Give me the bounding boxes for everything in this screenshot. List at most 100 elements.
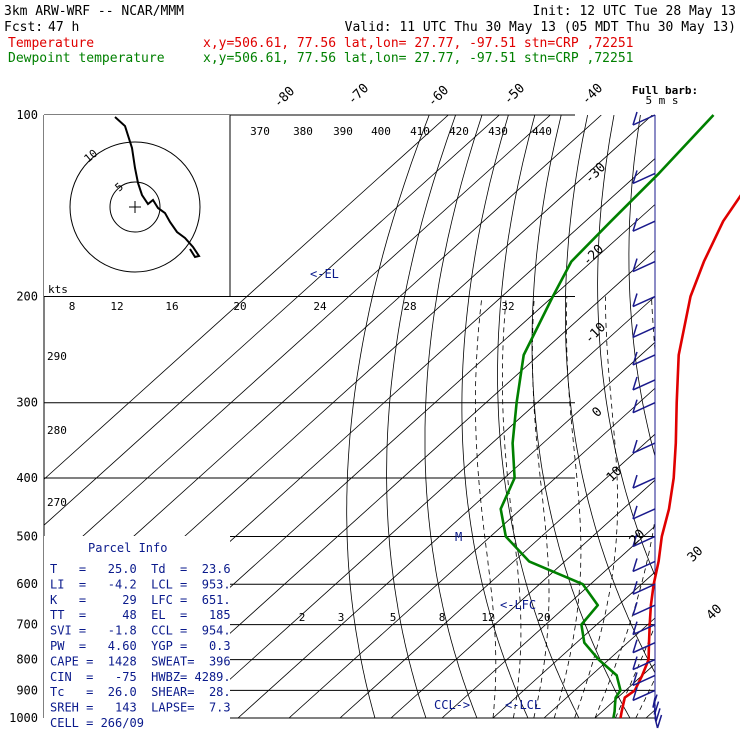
temperature-tick-label: 30 xyxy=(685,544,707,566)
theta-label: 430 xyxy=(488,125,508,138)
speed-label: 32 xyxy=(501,300,514,313)
parcel-info-panel: Parcel Info T = 25.0 Td = 23.6LI = -4.2 … xyxy=(44,536,231,730)
wind-barb xyxy=(654,717,659,729)
parcel-row: CIN = -75 HWBZ= 4289. xyxy=(50,670,231,684)
parcel-title: Parcel Info xyxy=(88,541,167,555)
temperature-tick-label: -30 xyxy=(582,160,609,187)
wind-barb xyxy=(632,295,656,308)
mixing-ratio-label: 8 xyxy=(439,611,446,624)
theta-left-label: 270 xyxy=(47,496,67,509)
pressure-tick-label: 700 xyxy=(16,618,38,632)
wind-barb xyxy=(632,260,656,273)
temperature-tick-label: -20 xyxy=(580,242,607,269)
speed-label: 20 xyxy=(233,300,246,313)
mixing-ratio-label: 20 xyxy=(537,611,550,624)
temperature-tick-label: -70 xyxy=(345,81,372,108)
mixing-ratio-label: 12 xyxy=(481,611,494,624)
temperature-tick-label: -60 xyxy=(425,83,452,110)
wind-barb xyxy=(632,508,656,520)
wind-barb xyxy=(632,560,656,573)
level-marker-m: M xyxy=(455,530,462,544)
parcel-row: PW = 4.60 YGP = 0.3 xyxy=(50,639,231,653)
temperature-tick-label: -40 xyxy=(579,81,606,108)
pressure-tick-label: 900 xyxy=(16,683,38,697)
valid-time: Valid: 11 UTC Thu 30 May 13 (05 MDT Thu … xyxy=(345,20,736,35)
wind-barb xyxy=(632,442,656,454)
parcel-row: Tc = 26.0 SHEAR= 28. xyxy=(50,685,231,699)
parcel-row: CELL = 266/09 xyxy=(50,716,144,730)
temperature-tick-label: -80 xyxy=(271,84,298,111)
pressure-tick-label: 300 xyxy=(16,396,38,410)
wind-barb xyxy=(632,535,656,548)
speed-label: 24 xyxy=(313,300,327,313)
theta-left-label: 290 xyxy=(47,350,67,363)
wind-barb xyxy=(632,674,656,687)
theta-label: 380 xyxy=(293,125,313,138)
parcel-row: TT = 48 EL = 185 xyxy=(50,608,231,622)
pressure-tick-label: 800 xyxy=(16,653,38,667)
speed-label: 12 xyxy=(110,300,123,313)
theta-label: 390 xyxy=(333,125,353,138)
pressure-tick-label: 200 xyxy=(16,290,38,304)
temperature-tick-label: 20 xyxy=(627,527,649,549)
wind-barb xyxy=(632,623,656,636)
level-marker: <-LCL xyxy=(505,698,541,712)
fcst-value: 47 h xyxy=(48,20,79,35)
wind-barb xyxy=(632,172,656,185)
theta-left-label: 280 xyxy=(47,424,67,437)
dewpoint-line xyxy=(499,114,715,719)
level-marker: <-LFC xyxy=(500,598,536,612)
wind-barb xyxy=(632,379,656,391)
theta-label: 410 xyxy=(410,125,430,138)
wind-barb xyxy=(632,658,656,671)
mixing-ratio-label: 2 xyxy=(299,611,306,624)
parcel-row: CAPE = 1428 SWEAT= 396 xyxy=(50,654,231,668)
mixing-ratio-label: 3 xyxy=(338,611,345,624)
wind-barb xyxy=(632,402,656,414)
temperature-tick-label: 40 xyxy=(704,602,726,624)
theta-label: 420 xyxy=(449,125,469,138)
legend-dewpoint-loc: x,y=506.61, 77.56 lat,lon= 27.77, -97.51… xyxy=(203,51,633,66)
speed-label: 8 xyxy=(69,300,76,313)
wind-barb xyxy=(632,641,656,654)
level-marker: CCL-> xyxy=(434,698,470,712)
temperature-tick-label: -50 xyxy=(501,81,528,108)
init-time: Init: 12 UTC Tue 28 May 13 xyxy=(533,4,737,19)
mixing-ratio-label: 5 xyxy=(390,611,397,624)
pressure-tick-label: 100 xyxy=(16,108,38,122)
temperature-tick-label: 10 xyxy=(604,464,626,486)
temperature-line xyxy=(619,194,740,719)
pressure-tick-label: 500 xyxy=(16,529,38,543)
temperature-tick-label: -10 xyxy=(582,320,609,347)
theta-label: 370 xyxy=(250,125,270,138)
wind-barb xyxy=(632,604,656,616)
pressure-tick-label: 400 xyxy=(16,471,38,485)
theta-label: 400 xyxy=(371,125,391,138)
wind-barb xyxy=(632,114,656,126)
barb-legend-units: 5 m s xyxy=(645,94,678,107)
pressure-tick-label: 1000 xyxy=(9,711,38,725)
pressure-tick-label: 600 xyxy=(16,577,38,591)
hodo-units: kts xyxy=(48,283,68,296)
speed-label: 28 xyxy=(403,300,416,313)
level-marker: <-EL xyxy=(310,267,339,281)
parcel-row: LI = -4.2 LCL = 953. xyxy=(50,577,231,591)
parcel-row: K = 29 LFC = 651. xyxy=(50,593,231,607)
wind-barb xyxy=(632,583,656,595)
fcst-label: Fcst: xyxy=(4,20,43,35)
model-title: 3km ARW-WRF -- NCAR/MMM xyxy=(4,4,184,19)
legend-temperature-loc: x,y=506.61, 77.56 lat,lon= 27.77, -97.51… xyxy=(203,36,633,51)
wind-barb xyxy=(632,477,656,489)
wind-barb xyxy=(632,689,656,702)
temperature-tick-label: 0 xyxy=(589,404,605,420)
theta-label: 440 xyxy=(532,125,552,138)
legend-temperature-name: Temperature xyxy=(8,36,94,51)
legend-dewpoint-name: Dewpoint temperature xyxy=(8,51,165,66)
parcel-row: SVI = -1.8 CCL = 954. xyxy=(50,624,231,638)
parcel-row: T = 25.0 Td = 23.6 xyxy=(50,562,231,576)
barb-legend-title: Full barb: xyxy=(632,84,698,97)
speed-label: 16 xyxy=(165,300,178,313)
wind-barb xyxy=(632,354,656,366)
